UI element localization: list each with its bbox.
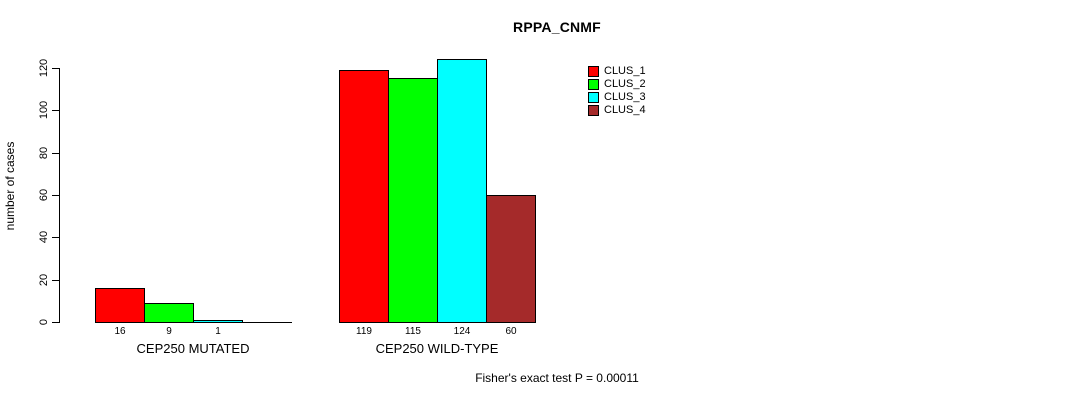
bar: [193, 320, 243, 323]
y-tick-label: 60: [38, 188, 50, 202]
group-label: CEP250 WILD-TYPE: [375, 341, 499, 356]
bar: [144, 303, 194, 323]
y-tick: [52, 68, 59, 69]
legend-label: CLUS_2: [604, 78, 646, 90]
bar-value-label: 119: [356, 326, 372, 337]
y-tick: [52, 322, 59, 323]
y-axis-line: [59, 68, 60, 323]
y-axis-label: number of cases: [3, 141, 17, 231]
legend-swatch: [588, 105, 599, 116]
bar-value-label: 9: [166, 326, 172, 337]
bar: [95, 288, 145, 323]
legend-item: CLUS_4: [588, 104, 646, 117]
footnote: Fisher's exact test P = 0.00011: [475, 371, 639, 385]
bar: [339, 70, 389, 323]
y-tick-label: 80: [38, 146, 50, 160]
legend-swatch: [588, 79, 599, 90]
legend-label: CLUS_1: [604, 65, 646, 77]
y-tick-label: 100: [38, 100, 50, 120]
legend: CLUS_1 CLUS_2 CLUS_3 CLUS_4: [588, 65, 646, 117]
chart-title: RPPA_CNMF: [513, 19, 601, 35]
legend-swatch: [588, 92, 599, 103]
legend-item: CLUS_2: [588, 78, 646, 91]
y-tick-label: 0: [38, 318, 50, 326]
y-tick-label: 40: [38, 230, 50, 244]
bar-value-label: 1: [215, 326, 221, 337]
y-tick: [52, 195, 59, 196]
bar: [486, 195, 536, 323]
legend-item: CLUS_3: [588, 91, 646, 104]
y-tick: [52, 280, 59, 281]
bar-value-label: 16: [114, 326, 126, 337]
bar-value-label: 124: [453, 326, 471, 337]
bar-value-label: 115: [405, 326, 421, 337]
y-tick: [52, 153, 59, 154]
y-tick: [52, 110, 59, 111]
y-tick-label: 20: [38, 273, 50, 287]
y-tick-label: 120: [38, 58, 50, 78]
y-tick: [52, 237, 59, 238]
group-label: CEP250 MUTATED: [136, 341, 250, 356]
bar-value-label: 60: [505, 326, 517, 337]
bar: [388, 78, 438, 323]
bar: [437, 59, 487, 323]
legend-label: CLUS_4: [604, 104, 646, 116]
legend-swatch: [588, 66, 599, 77]
legend-label: CLUS_3: [604, 91, 646, 103]
legend-item: CLUS_1: [588, 65, 646, 78]
